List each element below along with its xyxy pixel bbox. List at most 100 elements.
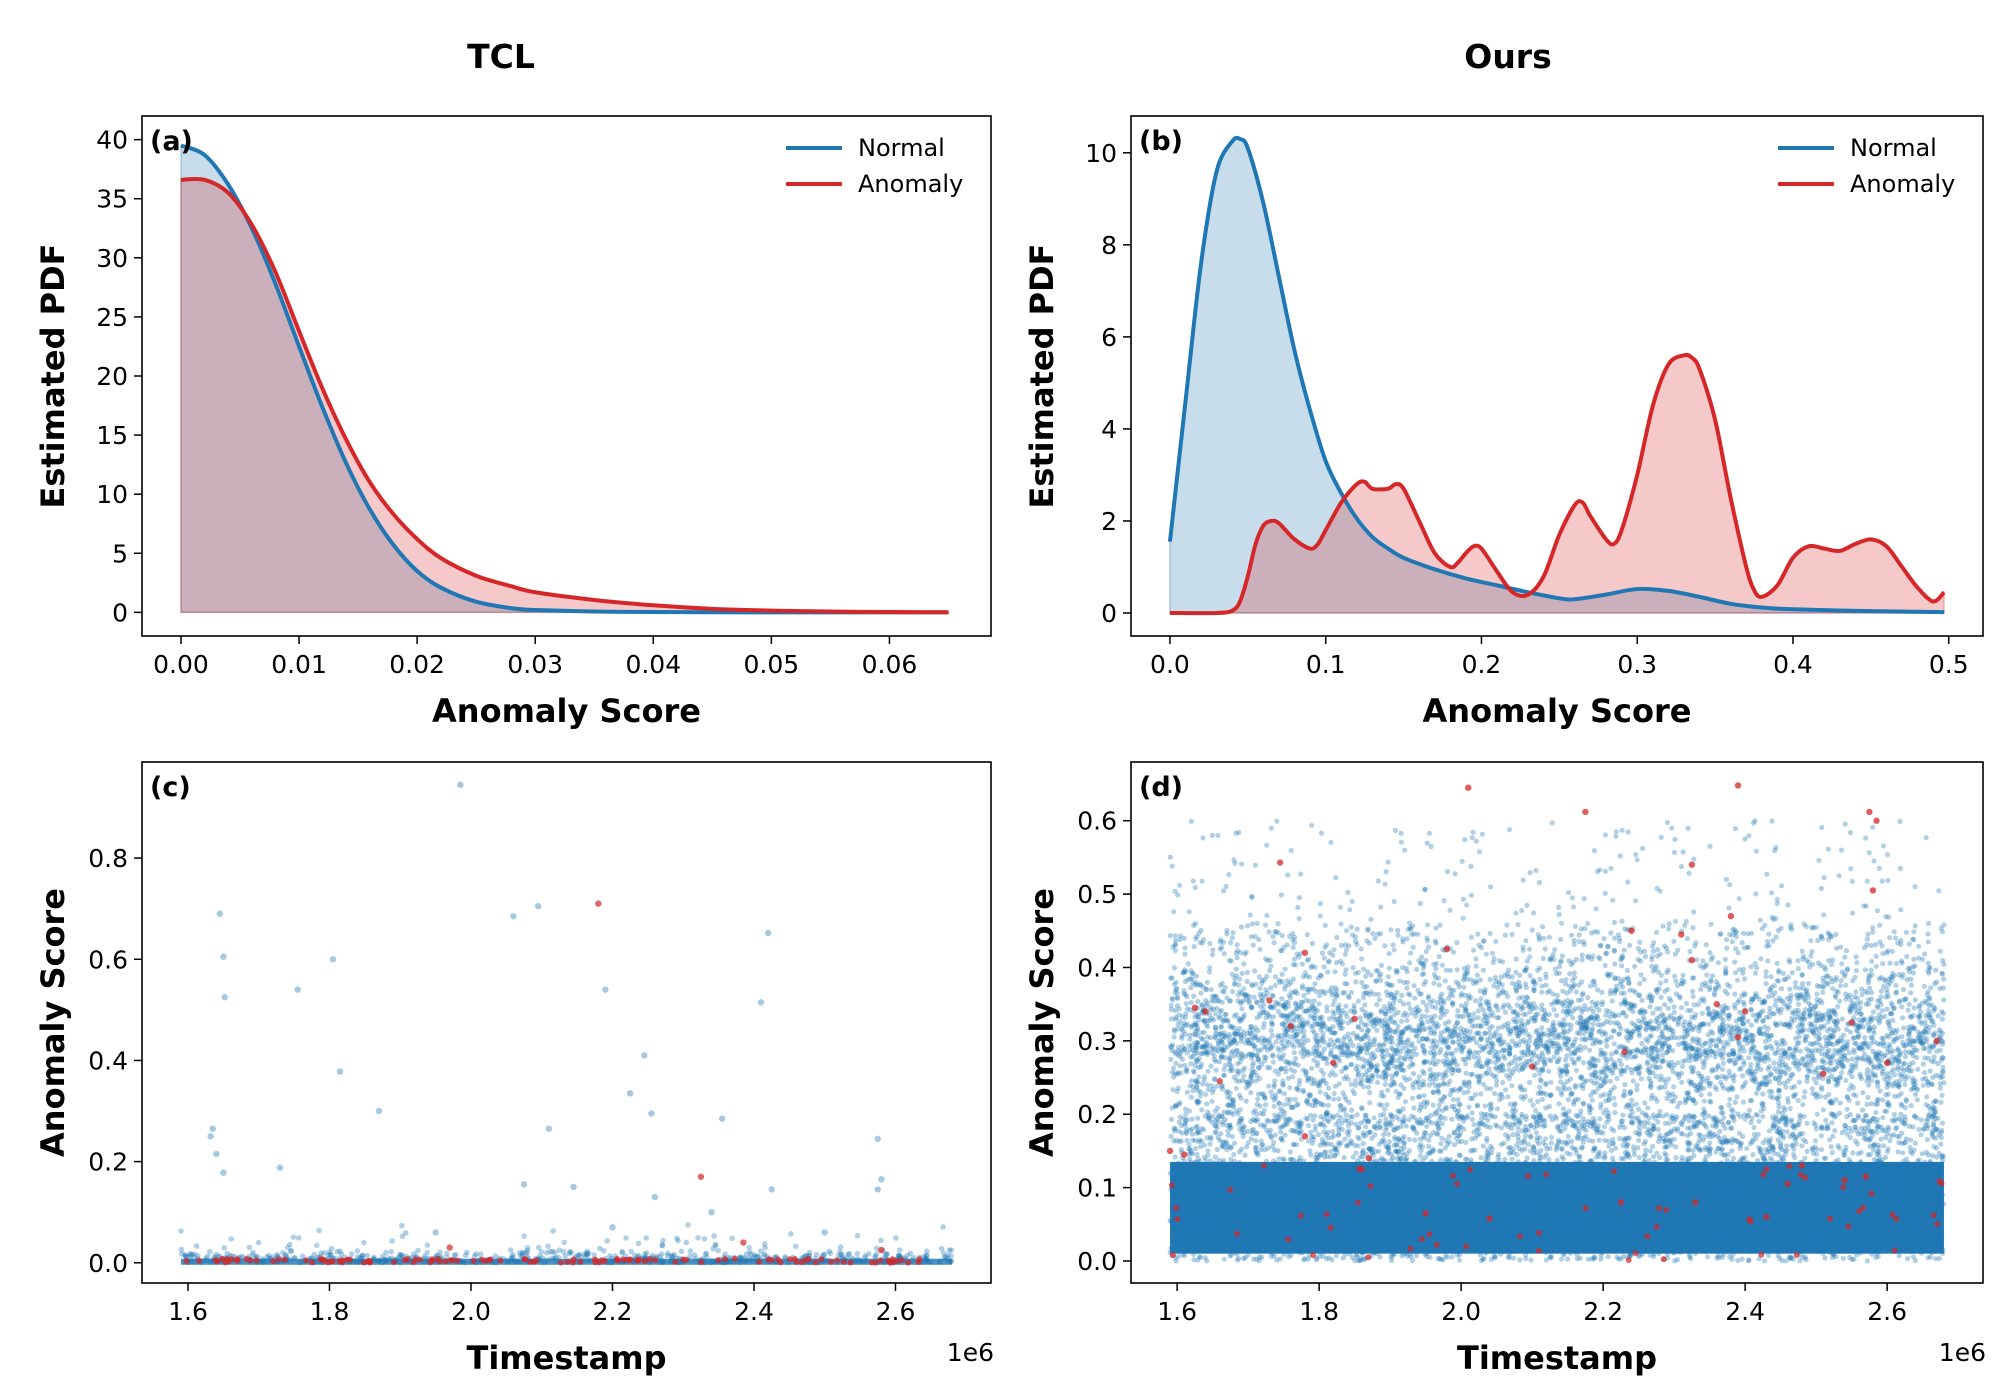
panel-d-normal-point [1354, 1158, 1360, 1164]
panel-d-normal-point [1386, 1247, 1392, 1253]
panel-d-normal-point [1307, 1231, 1313, 1237]
panel-c-normal-point [535, 1244, 542, 1251]
panel-c-normal-point [923, 1253, 930, 1259]
panel-d-normal-point [1298, 1128, 1304, 1134]
panel-c-anomaly-point [454, 1257, 461, 1264]
panel-d-normal-point [1276, 1100, 1282, 1106]
panel-d-normal-point [1869, 958, 1875, 964]
panel-d-normal-point [1195, 1098, 1201, 1104]
panel-d-normal-point [1666, 1062, 1672, 1068]
panel-c-normal-point [536, 1253, 543, 1259]
panel-d-normal-point [1800, 956, 1806, 962]
panel-d-normal-point [1782, 1196, 1788, 1202]
panel-c-normal-point [671, 1251, 678, 1258]
panel-d-normal-point [1882, 1013, 1888, 1020]
panel-d-normal-point [1690, 1069, 1696, 1075]
panel-d-normal-point [1190, 1238, 1196, 1244]
panel-d-normal-point [1792, 1125, 1798, 1131]
panel-c-anomaly-point [731, 1255, 738, 1262]
panel-d-normal-point [1343, 1003, 1349, 1009]
panel-d-normal-point [1421, 971, 1427, 977]
panel-d-normal-point [1536, 1141, 1542, 1147]
panel-d-normal-point [1317, 913, 1323, 919]
panel-d-normal-point [1278, 1129, 1284, 1135]
panel-d-normal-point [1270, 1187, 1276, 1193]
panel-d-normal-point [1261, 1201, 1267, 1207]
panel-c-normal-point [250, 1249, 256, 1256]
panel-d-normal-point [1330, 1002, 1336, 1008]
panel-d-normal-point [1793, 1063, 1799, 1069]
panel-c-normal-point [201, 1257, 208, 1264]
panel-d-normal-point [1857, 1071, 1863, 1077]
panel-c-normal-point [513, 1258, 520, 1265]
panel-c-normal-point [806, 1249, 813, 1256]
panel-c-normal-point [566, 1249, 573, 1255]
panel-d-normal-point [1317, 1225, 1324, 1231]
panel-d-normal-point [1622, 1125, 1628, 1131]
panel-d-normal-point [1452, 1194, 1458, 1200]
panel-c-normal-point [381, 1256, 387, 1262]
panel-d-normal-point [1343, 967, 1349, 973]
panel-d-normal-point [1681, 1176, 1687, 1182]
panel-c-anomaly-point [564, 1258, 571, 1265]
panel-c-normal-point [792, 1243, 799, 1250]
panel-a-normal-anomaly-pdf-tcl: 0.00 0.01 0.02 0.03 0.04 0.05 0.06051015202530… [34, 115, 992, 730]
panel-d-normal-point [1335, 1056, 1341, 1062]
panel-c-normal-point [308, 1255, 315, 1261]
panel-c-normal-point [221, 1245, 228, 1251]
panel-d-normal-point [1630, 1214, 1637, 1221]
panel-d-normal-point [1182, 945, 1188, 951]
panel-d-normal-point [1229, 935, 1235, 941]
panel-c-normal-point [623, 1235, 629, 1241]
panel-a-anomaly-pdf-fill [180, 178, 950, 614]
panel-d-normal-point [1455, 1039, 1461, 1045]
panel-c-normal-point [422, 1253, 428, 1260]
panel-c-normal-point [517, 1259, 524, 1265]
panel-d-normal-point [1623, 1034, 1630, 1041]
panel-d-normal-point [1941, 997, 1947, 1003]
panel-c-normal-point [464, 1249, 470, 1256]
panel-d-normal-point [1647, 1148, 1653, 1154]
panel-c-normal-point [381, 1257, 388, 1263]
panel-d-normal-point [1923, 1000, 1929, 1006]
panel-c-normal-point [471, 1253, 478, 1259]
panel-c-normal-point [517, 1252, 524, 1259]
panel-d-normal-point [1303, 1072, 1309, 1078]
panel-c-anomaly-point [812, 1259, 819, 1266]
panel-d-normal-point [1678, 1014, 1684, 1020]
panel-d-normal-point [1771, 1060, 1777, 1066]
panel-c-anomaly-point [402, 1257, 409, 1264]
panel-d-normal-point [1266, 1233, 1272, 1239]
panel-d-normal-point [1662, 1002, 1668, 1008]
panel-d-normal-point [1270, 1059, 1276, 1065]
panel-d-normal-point [1766, 1128, 1772, 1134]
panel-d-normal-point [1832, 1128, 1838, 1134]
panel-d-normal-point [1910, 1038, 1916, 1044]
panel-d-normal-point [1356, 1049, 1362, 1055]
panel-d-normal-point [1812, 1004, 1818, 1010]
panel-d-normal-point [1402, 1056, 1408, 1062]
panel-d-normal-point [1611, 947, 1617, 953]
panel-d-normal-point [1613, 829, 1619, 835]
panel-d-normal-point [1663, 978, 1669, 984]
panel-d-normal-point [1735, 999, 1741, 1006]
panel-d-normal-point [1884, 1130, 1890, 1137]
panel-d-normal-point [1869, 1228, 1875, 1235]
panel-d-normal-point [1619, 1118, 1626, 1124]
panel-d-normal-point [1270, 1158, 1276, 1164]
panel-d-normal-point [1635, 945, 1641, 952]
panel-d-normal-point [1478, 1024, 1484, 1030]
panel-d-normal-point [1726, 1232, 1732, 1238]
panel-c-normal-point [727, 1259, 734, 1265]
panel-d-normal-point [1576, 1131, 1582, 1137]
panel-c-normal-point [674, 1235, 680, 1241]
panel-d-normal-point [1804, 1148, 1810, 1154]
panel-d-normal-point [1629, 1070, 1635, 1076]
panel-d-normal-point [1925, 939, 1931, 945]
panel-d-normal-point [1444, 1043, 1450, 1049]
panel-c-normal-point [635, 1240, 642, 1247]
panel-d-normal-point [1496, 958, 1502, 964]
panel-d-normal-point [1273, 1039, 1279, 1045]
panel-d-normal-point [1351, 1238, 1357, 1244]
panel-c-normal-point [642, 1251, 648, 1258]
